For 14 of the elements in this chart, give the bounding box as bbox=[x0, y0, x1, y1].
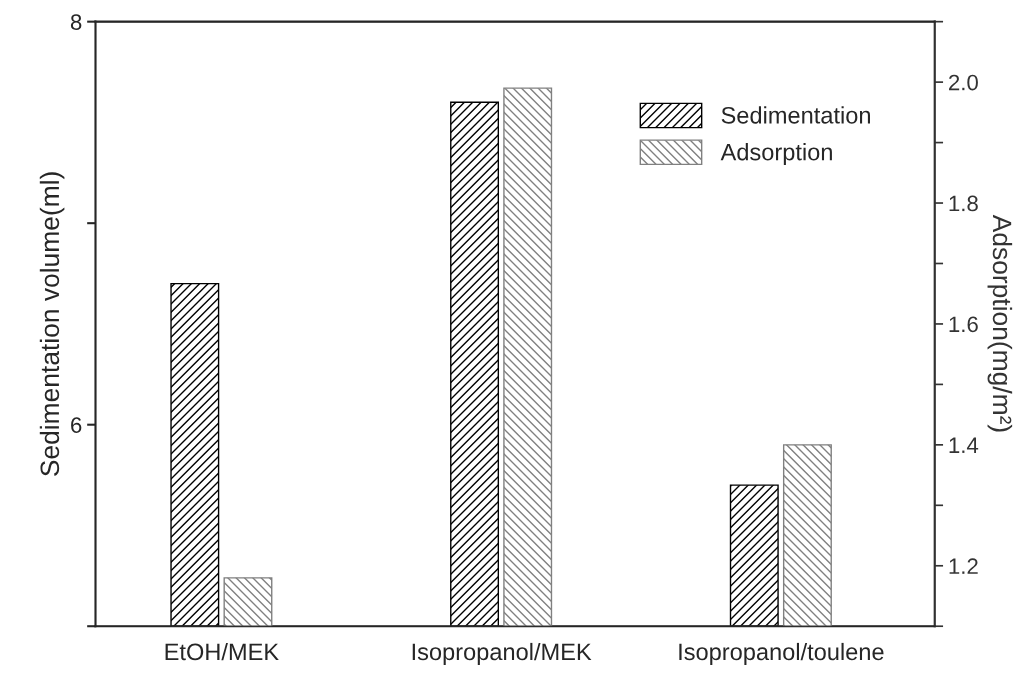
x-tick-label: Isopropanol/toulene bbox=[679, 642, 884, 665]
y2-axis-title: Adsorption(mg/m²) bbox=[987, 214, 1013, 432]
legend-label: Adsorption bbox=[720, 143, 832, 166]
y2-tick-label: 1.8 bbox=[949, 195, 978, 212]
y2-tick-label: 2.0 bbox=[949, 74, 978, 91]
y-tick-label: 6 bbox=[71, 417, 82, 433]
x-tick-label: Isopropanol/MEK bbox=[412, 642, 592, 665]
y2-tick-label: 1.6 bbox=[949, 316, 978, 333]
legend-label: Sedimentation bbox=[721, 106, 870, 124]
y2-tick-label: 1.2 bbox=[949, 558, 978, 574]
y-axis-title: Sedimentation volume(ml) bbox=[39, 172, 65, 476]
x-tick-label: EtOH/MEK bbox=[165, 642, 279, 661]
y-tick-label: 8 bbox=[70, 14, 82, 30]
y2-tick-label: 1.4 bbox=[949, 437, 979, 453]
